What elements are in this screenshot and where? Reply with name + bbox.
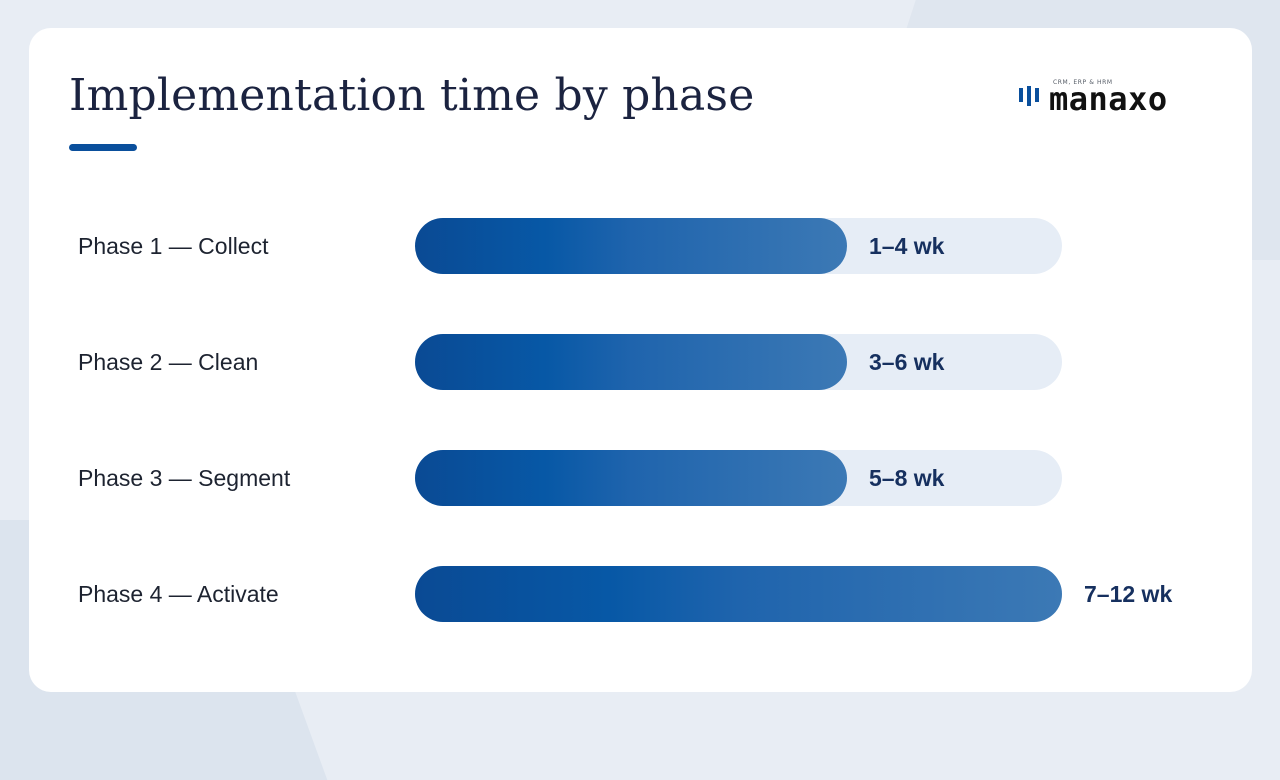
duration-bar: [415, 450, 847, 506]
phase-duration-chart: Phase 1 — Collect 1–4 wk Phase 2 — Clean 3–…: [29, 28, 1252, 692]
logo-wordmark: manaxo: [1049, 80, 1168, 118]
slide-card: Implementation time by phase CRM, ERP & …: [29, 28, 1252, 692]
phase-label: Phase 3 — Segment: [78, 465, 291, 491]
brand-logo: CRM, ERP & HRM manaxo: [1019, 78, 1219, 124]
title-underline: [69, 144, 137, 151]
phase-label: Phase 2 — Clean: [78, 349, 259, 375]
phase-label: Phase 1 — Collect: [78, 233, 269, 259]
duration-value-label: 7–12 wk: [1084, 581, 1173, 607]
duration-value-label: 3–6 wk: [869, 349, 945, 375]
duration-bar: [415, 334, 847, 390]
logo-tagline: CRM, ERP & HRM: [1053, 79, 1113, 86]
logo-bars-icon: [1019, 86, 1039, 106]
duration-value-label: 1–4 wk: [869, 233, 945, 259]
duration-bar: [415, 566, 1062, 622]
slide-title: Implementation time by phase: [69, 70, 755, 121]
duration-bar: [415, 218, 847, 274]
duration-value-label: 5–8 wk: [869, 465, 945, 491]
phase-label: Phase 4 — Activate: [78, 581, 279, 607]
